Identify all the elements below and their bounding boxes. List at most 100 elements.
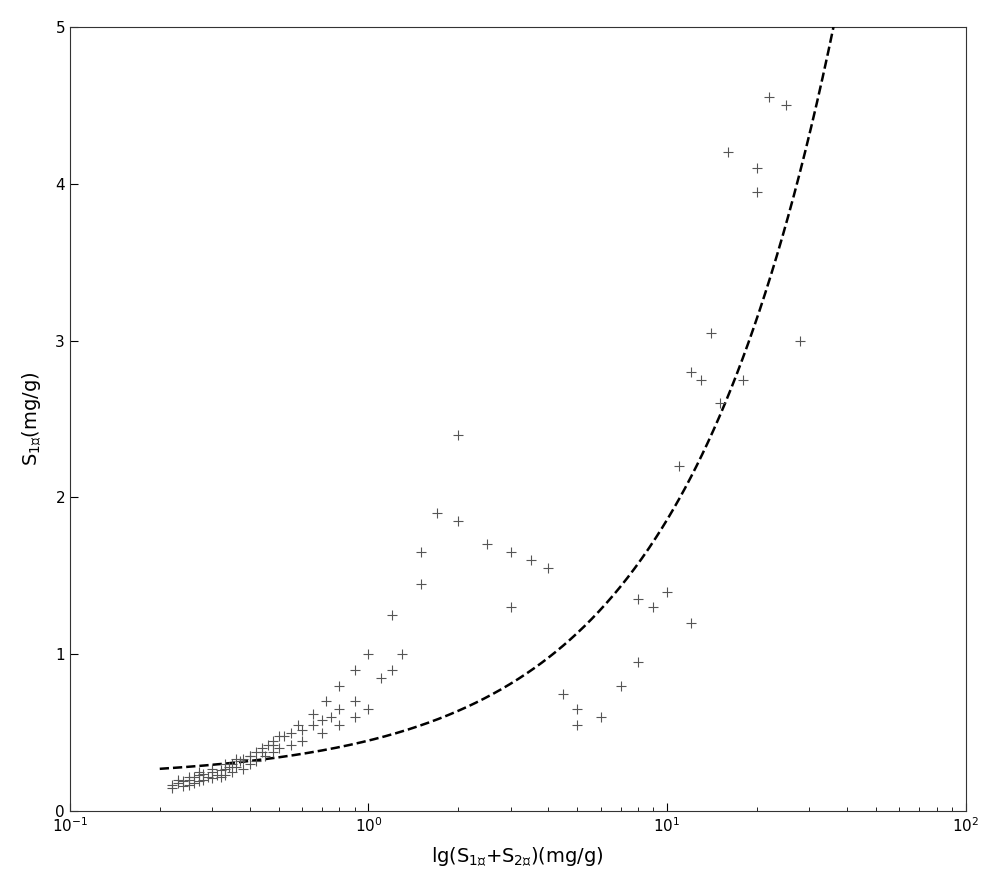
Point (305, 707, 321, 721)
Point (450, 427, 466, 441)
Point (170, 776, 186, 790)
Point (242, 749, 258, 764)
Point (257, 749, 273, 764)
Point (429, 506, 445, 521)
Point (720, 145, 736, 159)
Point (569, 702, 585, 716)
Point (217, 757, 233, 772)
Point (217, 762, 233, 776)
Point (265, 738, 281, 752)
Point (175, 774, 191, 789)
Point (221, 760, 237, 774)
Point (254, 741, 270, 756)
Point (175, 779, 191, 793)
Point (265, 744, 281, 758)
Point (384, 663, 400, 677)
Point (228, 752, 244, 766)
Point (200, 770, 216, 784)
Point (360, 702, 376, 716)
Point (232, 754, 248, 768)
Point (248, 744, 264, 758)
Point (271, 729, 287, 743)
Point (347, 710, 363, 724)
Point (164, 781, 180, 795)
Point (645, 600, 661, 614)
Point (360, 647, 376, 661)
Point (276, 729, 292, 743)
Point (671, 459, 687, 473)
Point (761, 90, 777, 104)
Point (164, 777, 180, 791)
Point (630, 655, 646, 669)
Point (318, 694, 334, 708)
Point (712, 396, 728, 410)
Point (254, 744, 270, 758)
Point (683, 616, 699, 630)
Point (347, 694, 363, 708)
Point (191, 768, 207, 782)
Point (703, 326, 719, 340)
Point (331, 717, 347, 732)
Point (271, 741, 287, 756)
Point (228, 760, 244, 774)
Point (384, 608, 400, 622)
Point (186, 770, 202, 784)
Point (394, 647, 410, 661)
Point (209, 768, 225, 782)
Point (170, 773, 186, 787)
Point (294, 733, 310, 748)
Point (204, 762, 220, 776)
Point (283, 725, 299, 740)
Point (242, 749, 258, 764)
Point (204, 765, 220, 779)
Point (778, 98, 794, 112)
Point (242, 757, 258, 772)
Point (181, 770, 197, 784)
Point (213, 770, 229, 784)
Point (792, 334, 808, 348)
Point (331, 702, 347, 716)
Point (283, 738, 299, 752)
Point (305, 717, 321, 732)
Point (323, 710, 339, 724)
Point (373, 671, 389, 685)
Point (540, 561, 556, 575)
Point (613, 678, 629, 692)
Point (235, 752, 251, 766)
Point (224, 757, 240, 772)
Point (191, 774, 207, 789)
Point (181, 773, 197, 787)
Point (630, 592, 646, 606)
Point (204, 771, 220, 785)
Point (314, 725, 330, 740)
Point (523, 553, 539, 567)
Point (450, 514, 466, 528)
Point (479, 538, 495, 552)
Point (235, 762, 251, 776)
Point (683, 365, 699, 379)
Point (569, 717, 585, 732)
Point (290, 717, 306, 732)
Point (347, 663, 363, 677)
Y-axis label: S$_{1校}$(mg/g): S$_{1校}$(mg/g) (21, 372, 44, 466)
Point (186, 776, 202, 790)
Point (181, 777, 197, 791)
Point (331, 678, 347, 692)
Point (217, 768, 233, 782)
Point (659, 585, 675, 599)
Point (593, 710, 609, 724)
Point (195, 766, 211, 781)
Point (555, 686, 571, 700)
Point (413, 546, 429, 560)
Point (260, 738, 276, 752)
Point (265, 733, 281, 748)
Point (294, 723, 310, 737)
Point (224, 765, 240, 779)
Point (314, 713, 330, 727)
Point (503, 546, 519, 560)
Point (503, 600, 519, 614)
Point (248, 754, 264, 768)
Point (749, 184, 765, 198)
Point (413, 577, 429, 591)
X-axis label: lg(S$_{1测}$+S$_{2测}$)(mg/g): lg(S$_{1测}$+S$_{2测}$)(mg/g) (431, 846, 604, 870)
